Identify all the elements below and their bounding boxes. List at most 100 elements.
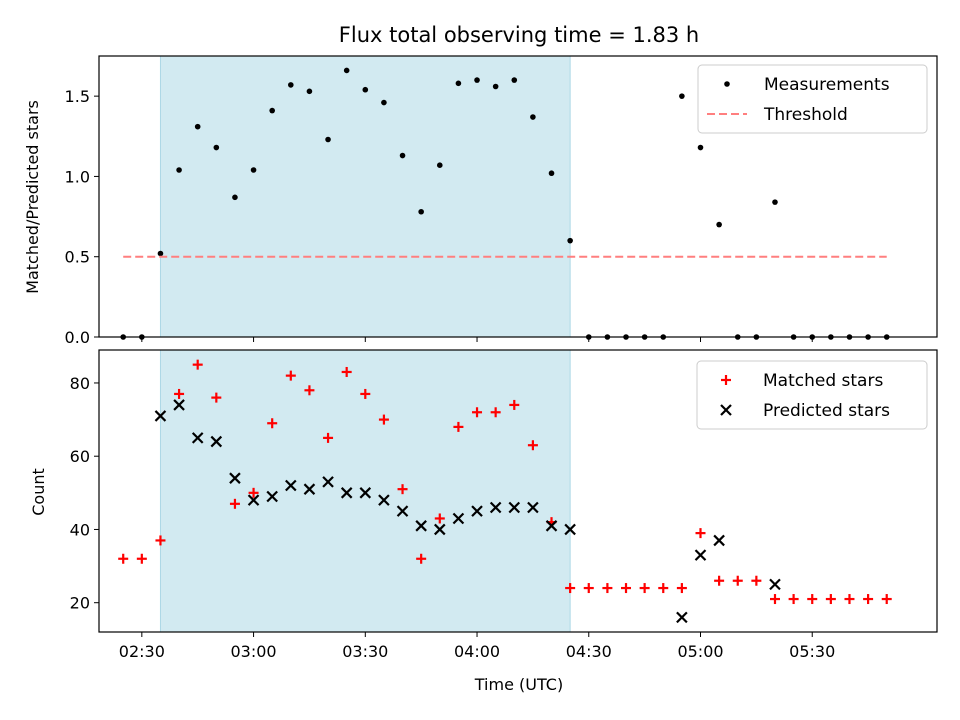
matched-star-point (527, 440, 538, 451)
measurement-point (343, 67, 350, 74)
measurement-point (269, 107, 275, 114)
matched-star-point (602, 583, 613, 594)
matched-star-point (825, 594, 836, 605)
axes-frame (98, 55, 938, 338)
legend-box (697, 64, 928, 134)
predicted-star-point (266, 490, 278, 503)
predicted-star-point (154, 410, 167, 422)
measurement-point (492, 83, 499, 90)
matched-star-point (378, 414, 389, 425)
predicted-star-point (247, 494, 260, 506)
matched-star-point (360, 388, 371, 399)
matched-star-point (472, 407, 483, 418)
legend-label: Matched stars (763, 371, 883, 391)
measurement-point (288, 82, 294, 88)
predicted-star-point (415, 520, 427, 532)
y-tick-label: 20 (70, 594, 90, 613)
predicted-star-point (545, 520, 558, 532)
measurement-point (511, 77, 518, 83)
measurement-point (362, 86, 369, 93)
measurement-point (381, 99, 387, 106)
matched-star-point (136, 553, 147, 564)
legend: Measurements Threshold (697, 64, 928, 134)
predicted-star-point (769, 578, 781, 591)
matched-star-point (192, 359, 203, 370)
predicted-star-point (527, 501, 539, 514)
matched-star-point (639, 583, 650, 594)
x-tick-label: 03:00 (231, 642, 277, 661)
measurement-point (679, 93, 685, 99)
chart-title: Flux total observing time = 1.83 h (339, 23, 699, 47)
x-tick-label: 05:00 (677, 642, 723, 661)
matched-star-point (695, 528, 706, 539)
measurement-point (548, 170, 555, 177)
matched-star-point (323, 432, 334, 443)
axes-frame (98, 349, 938, 633)
y-tick-label: 80 (70, 374, 90, 393)
y-axis-label-bottom: Count (29, 468, 48, 516)
matched-star-point (304, 385, 315, 396)
measurement-point (436, 162, 443, 168)
matched-star-point (211, 392, 222, 403)
predicted-star-point (396, 505, 409, 517)
predicted-star-point (322, 476, 334, 488)
measurement-point (716, 221, 722, 228)
measurement-point (399, 152, 406, 159)
legend-marker-x (720, 404, 732, 416)
matched-star-point (732, 575, 743, 586)
x-tick-label: 04:30 (566, 642, 612, 661)
predicted-star-point (229, 472, 241, 484)
matched-star-point (285, 370, 296, 381)
measurement-point (697, 144, 704, 151)
y-tick-label: 0.5 (65, 248, 90, 267)
matched-star-point (174, 388, 185, 399)
ratio-panel: 0.0 0.5 1.0 1.5 Measurements Threshold (65, 55, 938, 347)
matched-star-point (341, 366, 352, 377)
predicted-star-point (210, 435, 223, 448)
predicted-star-point (713, 534, 725, 547)
x-tick-label: 05:30 (789, 642, 835, 661)
x-axis-label: Time (UTC) (474, 675, 563, 694)
predicted-star-point (564, 523, 576, 536)
x-tick-label: 04:00 (454, 642, 500, 661)
measurement-point (772, 199, 778, 205)
y-axis-label-top: Matched/Predicted stars (23, 100, 42, 294)
measurement-point (157, 250, 164, 257)
legend: Matched stars Predicted stars (696, 360, 928, 430)
measurement-point (325, 136, 331, 143)
y-tick-label: 1.0 (65, 167, 90, 186)
legend-marker-dot (724, 81, 730, 87)
matched-star-point (229, 498, 240, 509)
x-tick-label: 03:30 (342, 642, 388, 661)
predicted-star-point (303, 483, 316, 495)
y-tick-label: 60 (70, 447, 90, 466)
matched-star-point (676, 583, 687, 594)
observing-window-shade (159, 55, 571, 338)
matched-star-point (509, 399, 520, 410)
matched-star-point (397, 484, 408, 495)
predicted-star-point (508, 501, 521, 514)
measurement-point (176, 167, 182, 173)
matched-star-point (565, 583, 576, 594)
measurement-point (418, 208, 424, 215)
measurement-point (455, 80, 462, 87)
predicted-star-point (489, 501, 502, 514)
measurement-point (194, 123, 201, 130)
predicted-star-point (173, 399, 185, 411)
measurement-point (474, 77, 480, 83)
matched-star-point (453, 421, 464, 432)
predicted-star-point (452, 512, 465, 525)
matched-star-point (621, 583, 632, 594)
predicted-star-point (676, 611, 688, 624)
matched-star-point (490, 407, 501, 418)
y-tick-label: 1.5 (65, 87, 90, 106)
matched-star-point (807, 594, 818, 605)
matched-star-point (583, 583, 594, 594)
legend-label: Threshold (763, 105, 848, 125)
predicted-star-point (191, 432, 204, 444)
matched-star-point (267, 418, 278, 429)
legend-label: Measurements (764, 75, 890, 95)
measurement-point (232, 194, 238, 201)
predicted-star-point (434, 523, 446, 536)
